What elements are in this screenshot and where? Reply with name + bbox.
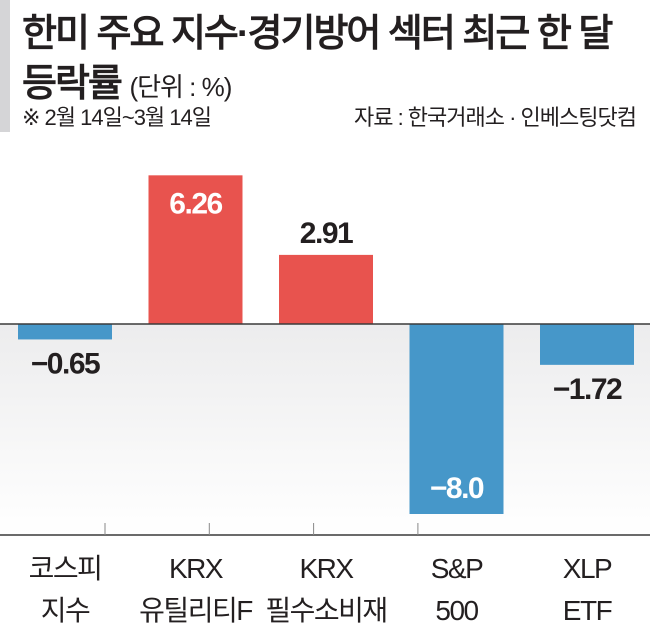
category-label-line: 지수 [40,595,91,626]
value-label-2: 2.91 [300,217,353,250]
chart-title-cont: 등락률 [22,63,123,105]
category-label-line: KRX [299,553,354,584]
category-label-line: ETF [562,595,613,626]
period-note: ※ 2월 14일~3월 14일 [22,105,212,130]
category-label-1: KRX 유틸리티F [131,548,261,626]
chart-title-line2: 등락률 (단위 : %) [22,52,232,107]
category-label-line: 필수소비재 [265,595,388,626]
category-label-3: S&P 500 [392,548,522,626]
value-label-3: −8.0 [430,472,484,505]
source-note: 자료 : 한국거래소 · 인베스팅닷컴 [353,105,637,130]
category-label-line: XLP [562,553,613,584]
value-label-0: −0.65 [31,347,100,380]
value-label-4: −1.72 [553,373,622,406]
unit-label: (단위 : %) [129,72,232,102]
category-label-line: 코스피 [28,553,103,584]
category-label-2: KRX 필수소비재 [261,548,391,626]
bar-2 [279,254,373,324]
category-label-line: S&P [430,553,484,584]
category-label-4: XLP ETF [522,548,650,626]
bar-0 [18,324,112,340]
bar-3 [409,324,504,514]
value-label-1: 6.26 [169,187,222,220]
category-label-line: KRX [168,553,224,584]
category-label-line: 500 [435,595,479,626]
category-label-line: 유틸리티F [139,595,253,626]
bar-1 [148,175,243,324]
chart-title: 한미 주요 지수·경기방어 섹터 최근 한 달 [22,13,613,55]
bar-4 [540,324,634,365]
header-accent-bar [0,0,10,132]
